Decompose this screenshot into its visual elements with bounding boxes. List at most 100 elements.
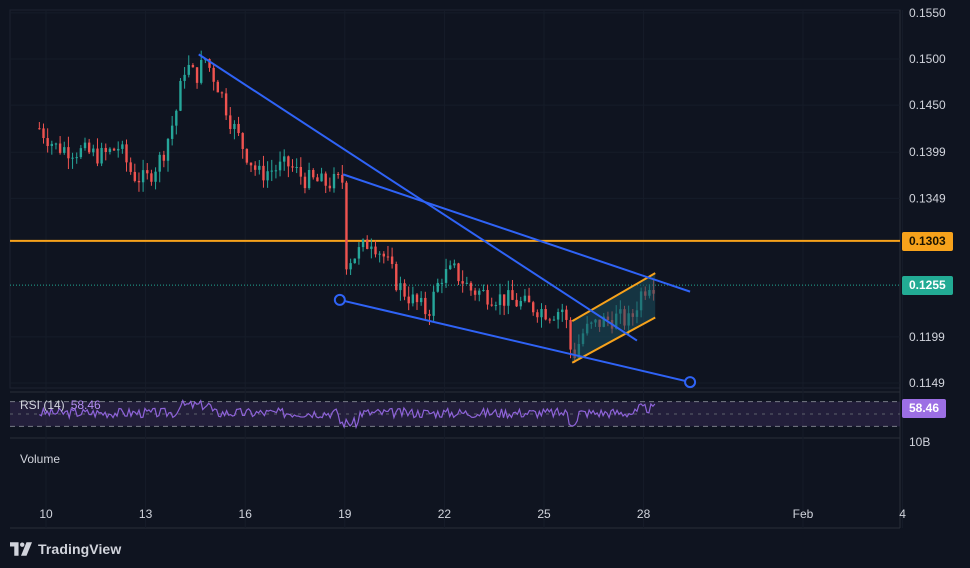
candles-group xyxy=(38,50,655,363)
candle-body-106 xyxy=(478,290,481,295)
candle-body-44 xyxy=(220,92,224,94)
x-tick-label-0: 10 xyxy=(39,507,53,521)
candle-body-66 xyxy=(312,170,315,178)
channel-fill xyxy=(572,273,656,363)
candle-body-120 xyxy=(536,312,539,318)
candle-body-45 xyxy=(224,93,228,116)
candle-body-53 xyxy=(258,165,261,170)
candle-body-94 xyxy=(428,314,431,316)
candle-body-26 xyxy=(146,170,149,174)
candle-body-127 xyxy=(565,309,568,320)
candle-body-84 xyxy=(386,256,390,258)
candle-body-108 xyxy=(486,289,489,305)
candle-body-54 xyxy=(262,165,265,181)
candle-body-13 xyxy=(92,148,95,153)
candle-body-92 xyxy=(419,297,423,303)
candle-body-20 xyxy=(121,144,124,149)
candle-body-36 xyxy=(187,64,190,75)
candle-body-114 xyxy=(511,290,514,300)
candle-body-62 xyxy=(295,166,298,168)
candle-body-25 xyxy=(141,170,145,183)
candle-body-116 xyxy=(519,300,522,307)
rsi-title: RSI (14) xyxy=(20,398,65,412)
candle-body-95 xyxy=(432,291,435,316)
candle-body-6 xyxy=(63,147,66,153)
candle-body-110 xyxy=(494,305,498,307)
candle-body-16 xyxy=(104,147,107,152)
candle-body-80 xyxy=(370,246,373,249)
candle-body-125 xyxy=(556,312,560,320)
y-tick-label-3: 0.1399 xyxy=(909,145,946,159)
candle-body-5 xyxy=(58,143,62,153)
candle-body-113 xyxy=(507,290,510,306)
candle-body-1 xyxy=(42,128,45,139)
rsi-band xyxy=(10,401,900,427)
candle-body-68 xyxy=(320,173,323,182)
candle-body-17 xyxy=(108,148,112,152)
candle-body-7 xyxy=(67,147,70,159)
x-tick-label-4: 22 xyxy=(438,507,452,521)
y-tick-label-0: 0.1550 xyxy=(909,6,946,20)
candle-body-4 xyxy=(54,143,58,145)
current-price-tag: 0.1255 xyxy=(902,276,953,295)
candle-body-89 xyxy=(407,296,410,304)
candle-body-52 xyxy=(253,165,257,170)
candle-body-78 xyxy=(361,239,365,248)
channel-upper-line xyxy=(571,272,656,323)
y-tick-label-2: 0.1450 xyxy=(909,98,946,112)
candle-body-98 xyxy=(444,269,448,283)
trendline-2 xyxy=(339,298,691,384)
candle-body-67 xyxy=(316,177,319,182)
candle-body-56 xyxy=(270,170,273,172)
candle-body-121 xyxy=(540,309,543,318)
candle-body-38 xyxy=(195,67,199,83)
rsi-value-tag: 58.46 xyxy=(902,399,947,418)
candle-body-117 xyxy=(523,295,527,301)
candle-body-0 xyxy=(38,128,41,130)
candle-body-43 xyxy=(216,81,220,93)
candle-body-91 xyxy=(415,294,419,303)
x-tick-label-1: 13 xyxy=(139,507,153,521)
candle-body-27 xyxy=(150,173,153,182)
y-tick-label-1: 0.1500 xyxy=(909,52,946,66)
candle-body-55 xyxy=(266,171,269,181)
candle-body-76 xyxy=(353,258,356,264)
candle-body-122 xyxy=(544,309,547,320)
x-tick-label-5: 25 xyxy=(537,507,551,521)
rsi-pane xyxy=(10,399,900,430)
candle-body-15 xyxy=(100,147,103,164)
candle-body-87 xyxy=(399,283,402,291)
trendline-handle-start xyxy=(333,293,346,306)
candle-body-96 xyxy=(436,282,439,292)
trendline-handle-end xyxy=(684,376,697,389)
candle-body-11 xyxy=(83,142,87,149)
x-tick-label-7: Feb xyxy=(793,507,814,521)
candle-body-126 xyxy=(561,309,564,313)
candle-body-102 xyxy=(461,281,464,284)
candle-body-10 xyxy=(79,148,83,158)
candle-body-74 xyxy=(345,182,348,270)
candle-body-28 xyxy=(154,171,157,182)
candle-body-75 xyxy=(349,263,352,270)
tradingview-logo-icon xyxy=(10,542,32,556)
candle-body-73 xyxy=(341,174,344,183)
brand-footer[interactable]: TradingView xyxy=(10,540,121,558)
candle-body-72 xyxy=(336,173,340,175)
candle-body-83 xyxy=(382,253,386,257)
candle-body-32 xyxy=(170,125,174,139)
candle-body-51 xyxy=(249,162,253,166)
candle-body-71 xyxy=(332,173,336,189)
candle-body-70 xyxy=(328,185,332,189)
candle-body-19 xyxy=(117,148,120,151)
candle-body-57 xyxy=(274,170,278,172)
candle-body-65 xyxy=(307,170,311,189)
horizontal-level-tag: 0.1303 xyxy=(902,232,953,251)
candle-body-86 xyxy=(395,263,398,291)
x-tick-label-8: 4 xyxy=(899,507,906,521)
candle-body-77 xyxy=(357,247,361,259)
candle-body-50 xyxy=(245,148,249,163)
trendline-1 xyxy=(342,173,691,293)
candle-body-111 xyxy=(498,294,502,306)
